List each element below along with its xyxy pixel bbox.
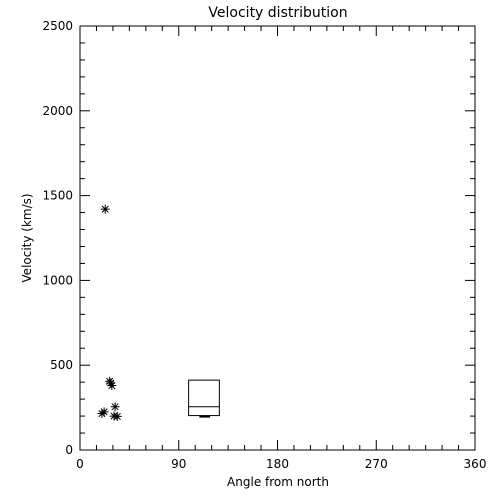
x-tick-label: 90 [171,457,186,471]
chart-title: Velocity distribution [208,5,347,21]
scatter-points [97,204,122,421]
y-tick-label: 1500 [42,189,73,203]
data-point [112,411,122,421]
data-point [100,204,110,214]
x-axis-label: Angle from north [227,475,329,489]
x-tick-label: 0 [76,457,84,471]
plot-area-frame [79,25,476,451]
y-tick-label: 2500 [42,19,73,33]
data-point [106,378,116,388]
y-tick-label: 2000 [42,104,73,118]
data-point [99,407,109,417]
box-plot [188,379,220,418]
x-tick-label: 180 [266,457,289,471]
data-point [110,402,120,412]
x-tick-label: 360 [464,457,487,471]
axis-ticks [79,25,476,451]
y-tick-label: 1000 [42,273,73,287]
data-point [107,381,117,391]
y-tick-label: 500 [50,358,73,372]
axis-tick-labels: 0 90 180 270 360 0 500 1000 1500 2000 2500 [42,19,486,471]
box-iqr [188,379,220,417]
x-tick-label: 270 [365,457,388,471]
y-tick-label: 0 [65,443,73,457]
y-axis-label: Velocity (km/s) [20,193,34,282]
